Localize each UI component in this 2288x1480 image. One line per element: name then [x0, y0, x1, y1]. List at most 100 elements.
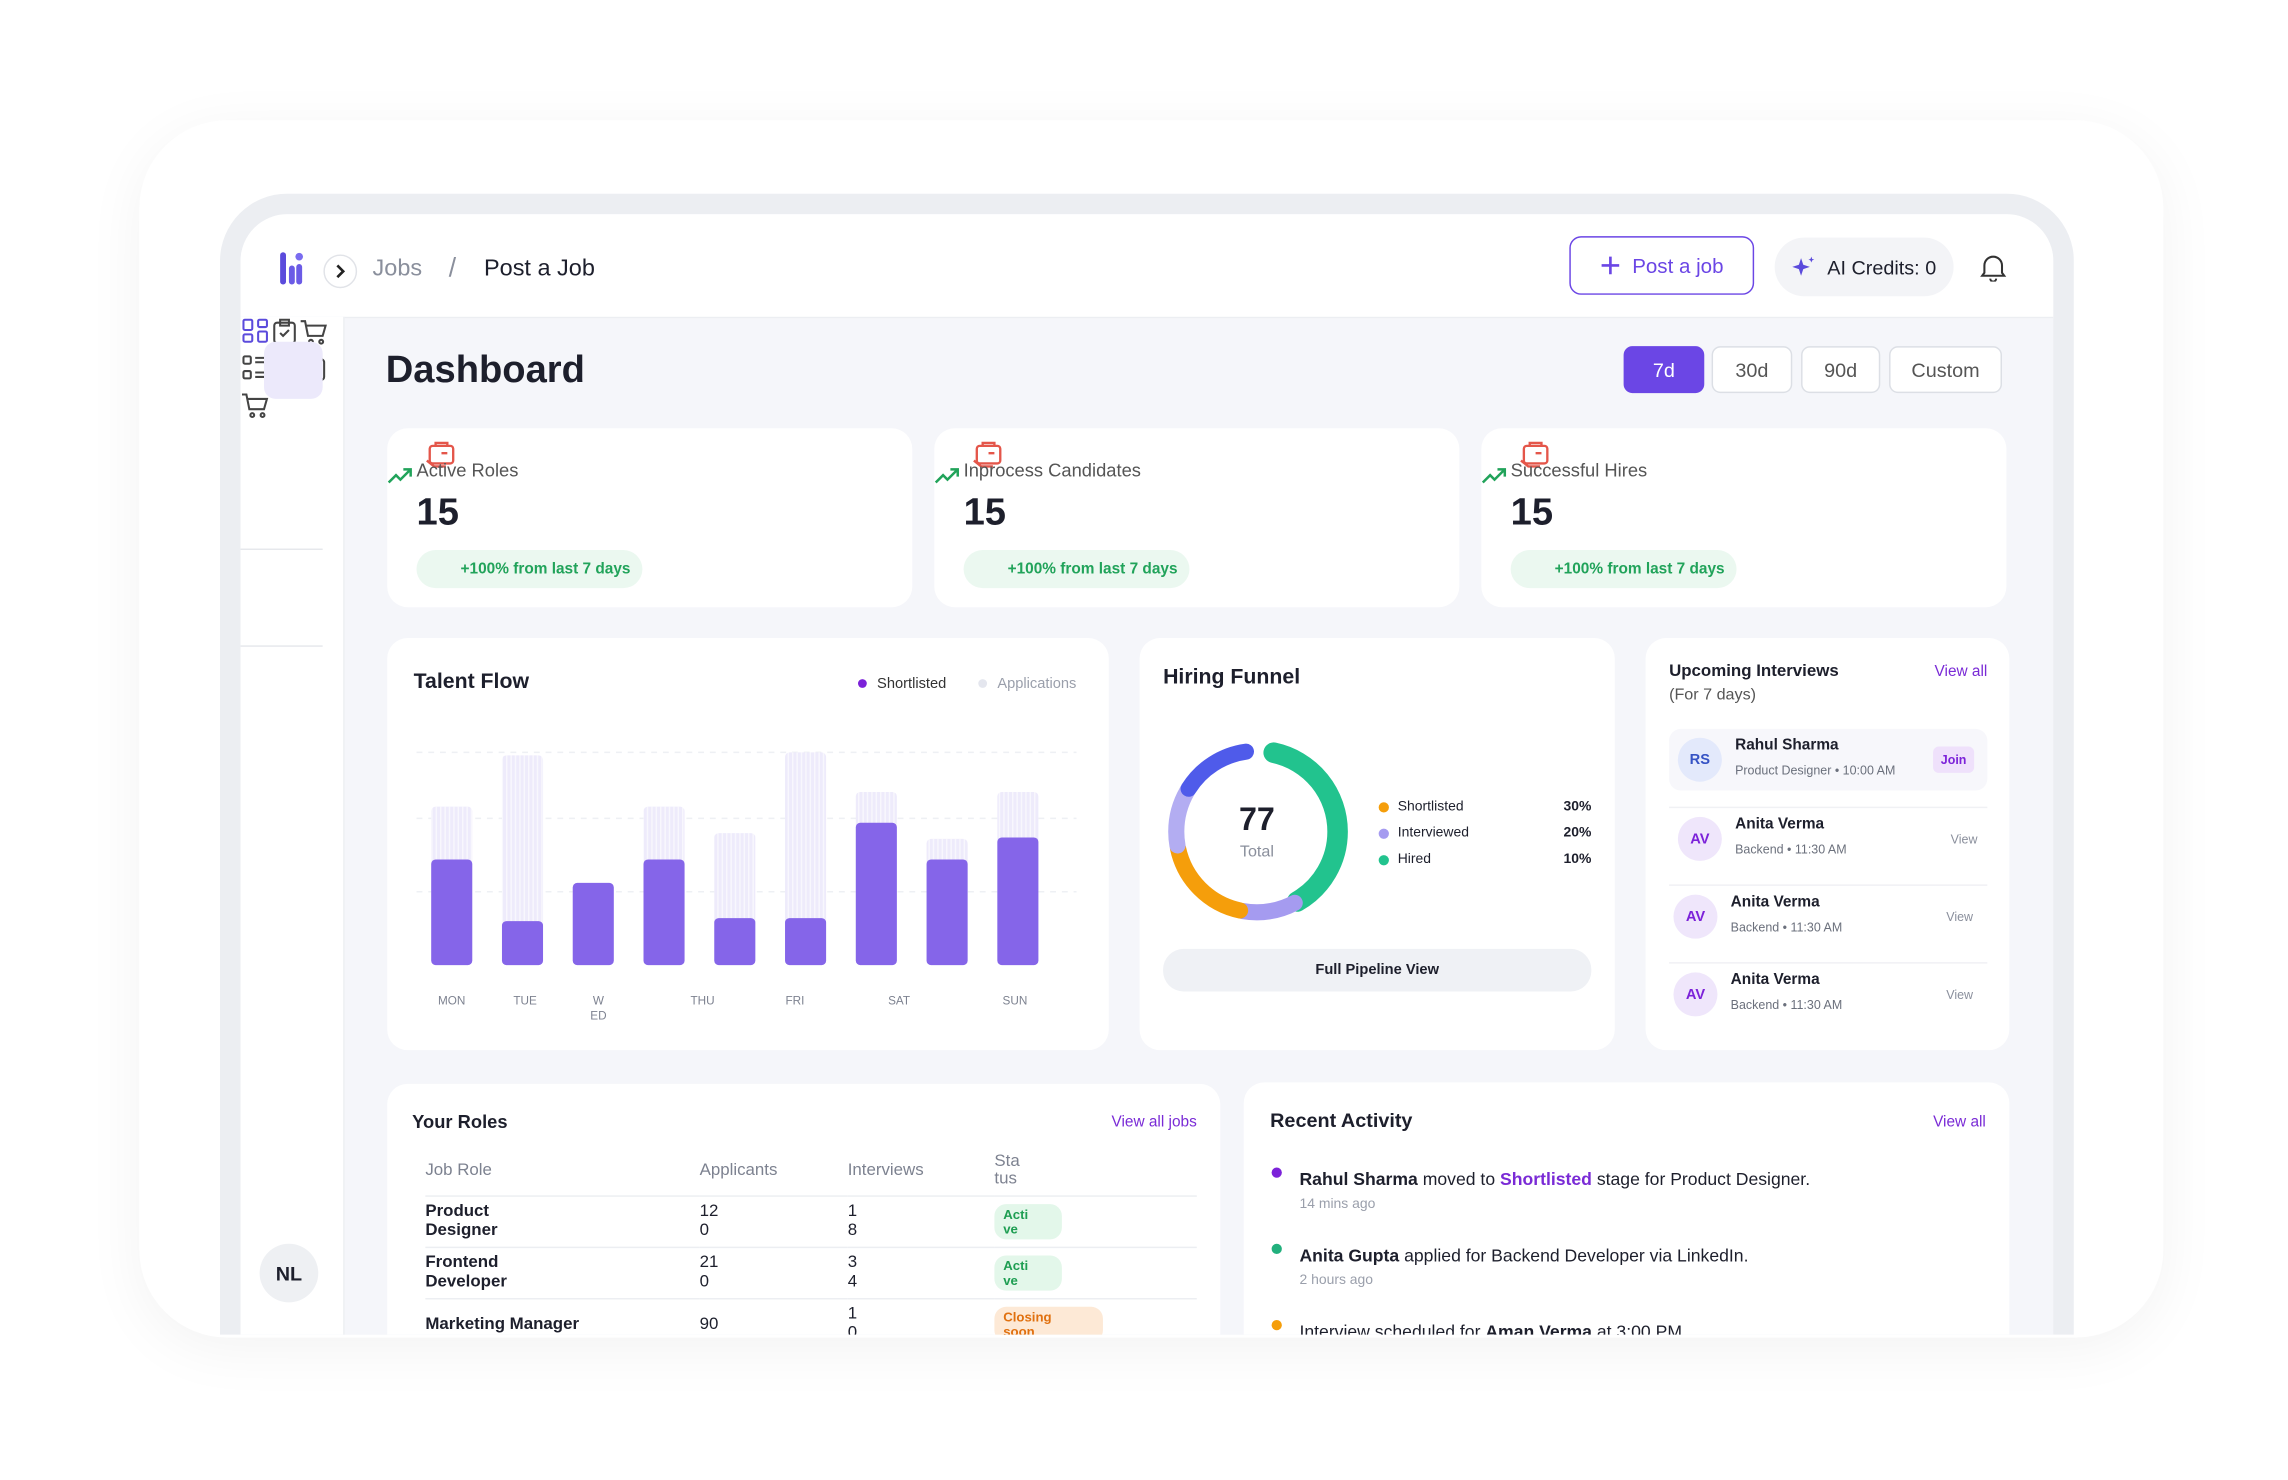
range-button[interactable]: 90d [1801, 346, 1881, 394]
expand-button[interactable] [323, 254, 358, 289]
legend-dot [858, 679, 867, 688]
legend-label: Shortlisted [1397, 798, 1464, 815]
svganimated-string] [300, 320, 327, 337]
join-button[interactable]: Join [1933, 746, 1975, 773]
range-button[interactable]: 7d [1623, 346, 1705, 394]
activity-time: 14 mins ago [1299, 1196, 1376, 1213]
legend-label: Shortlisted [877, 676, 946, 692]
range-button[interactable]: Custom [1889, 346, 2003, 394]
view-all[interactable]: View all [1934, 662, 1988, 681]
legend-label: Hired [1397, 851, 1432, 868]
title: Recent Activity [1270, 1109, 1413, 1132]
legend-value: 20% [1563, 825, 1592, 842]
activity-card: Recent Activity View all Rahul Sharma mo… [1243, 1082, 2010, 1335]
activity-part: at 3:00 PM [1591, 1321, 1682, 1335]
avatar[interactable]: NL [259, 1243, 319, 1303]
0[interactable]: Jobs [372, 256, 423, 282]
view-button[interactable]: View [1946, 909, 1974, 925]
trend-icon [1481, 468, 1507, 484]
svganimated-string] [426, 441, 449, 468]
view-all[interactable]: View all [1933, 1113, 1986, 1131]
bar [997, 837, 1039, 966]
range-button[interactable]: 30d [1711, 346, 1793, 394]
cell: Frontend Developer [425, 1246, 700, 1299]
sparkle-icon [1792, 256, 1815, 276]
button[interactable]: Full Pipeline View [1163, 948, 1592, 992]
tr: Job Role Applicants Interviews Status [425, 1145, 1196, 1196]
divider [240, 645, 323, 647]
thead: Job Role Applicants Interviews Status [425, 1145, 1196, 1196]
title: Talent Flow [413, 670, 530, 694]
table-row: Frontend Developer 210 34 Active [425, 1246, 1197, 1299]
svganimated-string] [288, 265, 295, 285]
interviews: 18 [847, 1202, 858, 1240]
interview-row: RS Rahul Sharma Product Designer • 10:00 A… [1669, 728, 1988, 791]
activity-dot [1271, 1320, 1282, 1331]
donut-segment [1168, 742, 1346, 921]
stat-label: Successful Hires [1510, 460, 1648, 482]
avatar: AV [1677, 816, 1722, 861]
roles-card: Your Roles View all jobs Job Role Applica… [387, 1083, 1221, 1335]
svganimated-string] [1520, 441, 1543, 468]
interview-row: AV Anita Verma Backend • 11:30 AM View [1669, 962, 1988, 1026]
view-button[interactable]: View [1946, 987, 1974, 1002]
active-nav [264, 341, 323, 399]
legend-value: 30% [1563, 798, 1592, 815]
svganimated-string] [242, 318, 254, 332]
x-label: THU [690, 994, 715, 1008]
tbody: Product Designer 120 18 Active Frontend Deve… [425, 1195, 1197, 1335]
svganimated-string] [255, 356, 267, 378]
screen: Jobs / Post a Job Post a job AI Credits:… [240, 214, 2054, 1335]
stat-badge: +100% from last 7 days [963, 550, 1190, 589]
view-button[interactable]: View [1950, 831, 1978, 847]
svganimated-string] [336, 264, 346, 279]
activity-part: Aman Verma [1485, 1321, 1592, 1335]
logo [280, 252, 304, 285]
x-label: SUN [1002, 994, 1028, 1008]
svganimated-string] [1808, 256, 1815, 263]
cell: 120 [699, 1195, 848, 1248]
topbar: Jobs / Post a Job Post a job AI Credits:… [240, 214, 2054, 319]
nav-icon[interactable] [241, 390, 270, 419]
x-label: FRI [785, 994, 805, 1008]
interview-detail: Product Designer • 10:00 AM [1735, 762, 1896, 778]
subtitle: (For 7 days) [1669, 686, 1757, 705]
talent-flow-card: Talent Flow Shortlisted Applications MON TU… [387, 638, 1109, 1051]
stat-icon [426, 441, 455, 468]
applicants: 90 [699, 1314, 719, 1333]
stat-badge: +100% from last 7 days [1510, 550, 1737, 589]
job-role: Marketing Manager [425, 1314, 580, 1333]
cell: 210 [699, 1246, 848, 1299]
roles-table: Job Role Applicants Interviews Status Produc… [425, 1145, 1197, 1335]
interview-row: AV Anita Verma Backend • 11:30 AM View [1669, 884, 1988, 948]
table-row: Marketing Manager 90 10 Closing soon [425, 1298, 1197, 1335]
view-all[interactable]: View all jobs [1111, 1113, 1197, 1131]
cell: 10 [847, 1298, 995, 1335]
avatar: RS [1677, 737, 1722, 782]
bell-icon[interactable] [1980, 252, 2007, 282]
interviewee-name: Anita Verma [1730, 970, 1820, 989]
activity-part: Anita Gupta [1299, 1245, 1400, 1266]
svganimated-string] [975, 444, 1002, 465]
activity-text: Anita Gupta applied for Backend Develope… [1299, 1245, 1748, 1266]
nav-icon[interactable] [241, 353, 270, 382]
interview-detail: Backend • 11:30 AM [1730, 997, 1843, 1013]
2: Post a Job [484, 256, 595, 282]
device: Jobs / Post a Job Post a job AI Credits:… [220, 193, 2074, 1335]
svganimated-string] [323, 254, 358, 289]
cell: 18 [847, 1195, 995, 1248]
activity-time: 2 hours ago [1299, 1272, 1374, 1289]
svganimated-string] [1481, 468, 1507, 484]
legend-label: Interviewed [1397, 825, 1470, 842]
stat-icon [1520, 441, 1549, 468]
bar [501, 921, 544, 966]
post-job-button[interactable]: Post a job [1569, 236, 1755, 295]
interviewee-name: Anita Verma [1730, 893, 1820, 911]
svganimated-string] [1980, 255, 2007, 277]
interviews: 34 [847, 1254, 858, 1291]
activity-dot [1271, 1243, 1282, 1255]
x-label-box: MON [438, 994, 465, 1007]
nav-icon[interactable] [241, 317, 270, 346]
svganimated-string] [249, 412, 256, 419]
